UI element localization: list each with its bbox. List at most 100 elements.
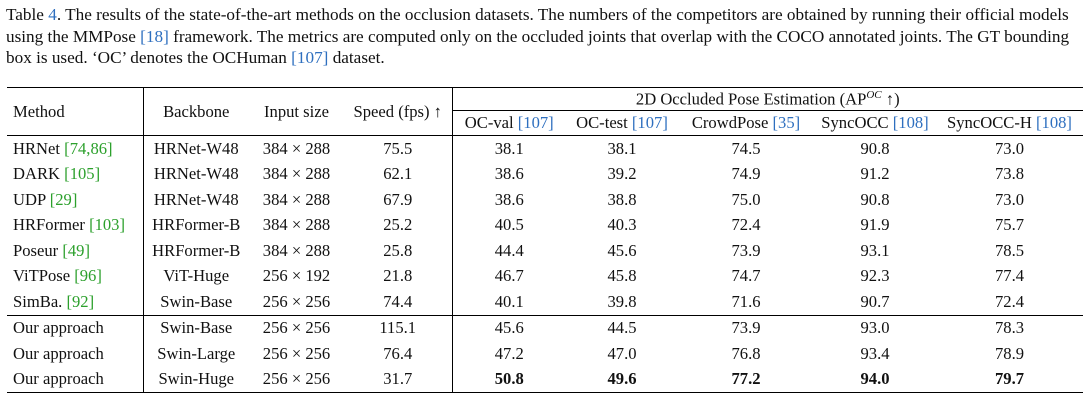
input-size-cell: 384 × 288 (262, 189, 331, 209)
ref-link[interactable]: [108] (892, 113, 929, 132)
method-cell: DARK [105] (7, 161, 144, 187)
metric-cell: 40.3 (607, 215, 637, 235)
backbone-cell: HRFormer-B (152, 215, 241, 235)
backbone-cell: Swin-Base (143, 314, 249, 341)
metric-cell: 94.0 (860, 369, 890, 389)
metric-cell: 46.7 (494, 266, 524, 286)
metric-cell: 73.0 (994, 189, 1025, 209)
ref-link[interactable]: [74,86] (64, 138, 113, 158)
metric-cell: 91.9 (860, 215, 890, 235)
metric-cell: 39.2 (607, 164, 637, 184)
header-method: Method (7, 87, 144, 136)
metric-cell: 93.0 (814, 314, 936, 341)
ref-link[interactable]: [103] (89, 215, 126, 235)
speed-cell: 115.1 (344, 314, 453, 341)
metric-cell: 38.8 (607, 189, 637, 209)
header-backbone: Backbone (163, 101, 230, 121)
caption-text-2: framework. The metrics are computed only… (6, 26, 1070, 68)
table-row: HRFormer [103] HRFormer-B 384 × 288 25.2 40.… (7, 212, 1083, 238)
metric-cell: 44.4 (494, 240, 524, 260)
metric-cell: 78.3 (936, 314, 1083, 341)
metric-cell: 74.5 (678, 135, 814, 162)
method-cell: Our approach (7, 314, 144, 341)
header-group-sup: OC (866, 88, 882, 101)
input-size-cell: 256 × 192 (262, 266, 331, 286)
metric-cell: 73.9 (731, 240, 761, 260)
backbone-cell: HRNet-W48 (153, 189, 239, 209)
speed-cell: 31.7 (344, 366, 453, 393)
metric-cell: 72.4 (994, 291, 1025, 311)
metric-cell: 47.2 (494, 343, 524, 363)
speed-cell: 75.5 (344, 135, 453, 162)
caption-ref-ochuman[interactable]: [107] (291, 48, 329, 67)
ref-link[interactable]: [49] (62, 240, 90, 260)
speed-cell: 25.2 (344, 212, 453, 238)
speed-cell: 74.4 (344, 289, 453, 315)
metric-cell: 73.0 (936, 135, 1083, 162)
header-group-suffix: ↑) (881, 89, 900, 109)
caption-ref-mmpose[interactable]: [18] (140, 26, 169, 46)
input-size-cell: 256 × 256 (262, 369, 331, 389)
caption-prefix: Table (6, 5, 49, 24)
input-size-cell: 384 × 288 (249, 135, 344, 162)
metric-cell: 74.7 (731, 266, 761, 286)
header-oc-val: OC-val [107] (464, 113, 554, 132)
method-name: DARK (13, 164, 65, 184)
speed-cell: 67.9 (344, 187, 453, 213)
backbone-cell: HRNet-W48 (153, 164, 239, 184)
metric-cell: 39.8 (607, 291, 637, 311)
caption-table-number[interactable]: 4 (48, 5, 57, 24)
table-row: DARK [105] HRNet-W48 384 × 288 62.1 38.6 39.2… (7, 161, 1083, 187)
ref-link[interactable]: [105] (64, 164, 101, 184)
input-size-cell: 384 × 288 (262, 164, 331, 184)
ref-link[interactable]: [92] (66, 291, 95, 311)
table-row: Our approach Swin-Large 256 × 256 76.4 47.2 4… (7, 341, 1083, 367)
method-name: Poseur (13, 240, 63, 260)
table-row: ViTPose [96] ViT-Huge 256 × 192 21.8 46.7 45.… (7, 263, 1083, 289)
input-size-cell: 384 × 288 (262, 215, 331, 235)
ref-link[interactable]: [108] (1036, 113, 1072, 132)
metric-cell: 72.4 (731, 215, 761, 235)
header-syncocc-h: SyncOCC-H [108] (947, 113, 1072, 132)
ref-link[interactable]: [107] (631, 113, 668, 132)
our-rows: Our approach Swin-Base 256 × 256 115.1 45.6 4… (7, 314, 1083, 393)
metric-cell: 93.4 (860, 343, 890, 363)
metric-cell: 90.8 (814, 135, 936, 162)
input-size-cell: 384 × 288 (262, 240, 331, 260)
metric-cell: 93.1 (860, 240, 890, 260)
header-group-prefix: 2D Occluded Pose Estimation (AP (635, 89, 867, 109)
backbone-cell: Swin-Large (157, 343, 236, 363)
metric-cell: 49.6 (607, 369, 637, 389)
metric-cell: 76.8 (731, 343, 761, 363)
metric-cell: 38.1 (566, 135, 678, 162)
metric-cell: 50.8 (494, 369, 524, 389)
table-row: HRNet [74,86] HRNet-W48 384 × 288 75.5 38.1 3… (7, 135, 1083, 162)
metric-cell: 75.7 (994, 215, 1025, 235)
method-name: ViTPose (13, 266, 75, 286)
metric-cell: 40.5 (494, 215, 524, 235)
metric-cell: 90.8 (860, 189, 890, 209)
method-cell: ViTPose [96] (7, 263, 144, 289)
table-row: SimBa. [92] Swin-Base 256 × 256 74.4 40.1 39.… (7, 289, 1083, 315)
metric-cell: 45.8 (607, 266, 637, 286)
metric-cell: 47.0 (607, 343, 637, 363)
metric-cell: 91.2 (860, 164, 890, 184)
ref-link[interactable]: [35] (772, 113, 801, 132)
ref-link[interactable]: [107] (517, 113, 554, 132)
caption-text-1: . The results of the state-of-the-art me… (6, 5, 1069, 46)
method-name: HRNet (13, 138, 65, 158)
metric-cell: 78.9 (994, 343, 1025, 363)
speed-cell: 62.1 (344, 161, 453, 187)
ref-link[interactable]: [96] (74, 266, 102, 286)
ref-link[interactable]: [29] (49, 189, 78, 209)
metric-cell: 74.9 (731, 164, 761, 184)
method-name: Our approach (13, 318, 104, 338)
input-size-cell: 256 × 256 (249, 314, 344, 341)
metric-cell: 78.5 (994, 240, 1025, 260)
metric-cell: 73.8 (994, 164, 1025, 184)
backbone-cell: ViT-Huge (163, 266, 230, 286)
metric-cell: 71.6 (731, 291, 761, 311)
metric-cell: 38.1 (452, 135, 566, 162)
metric-cell: 77.4 (994, 266, 1025, 286)
table-caption: Table 4. The results of the state-of-the… (6, 4, 1084, 69)
